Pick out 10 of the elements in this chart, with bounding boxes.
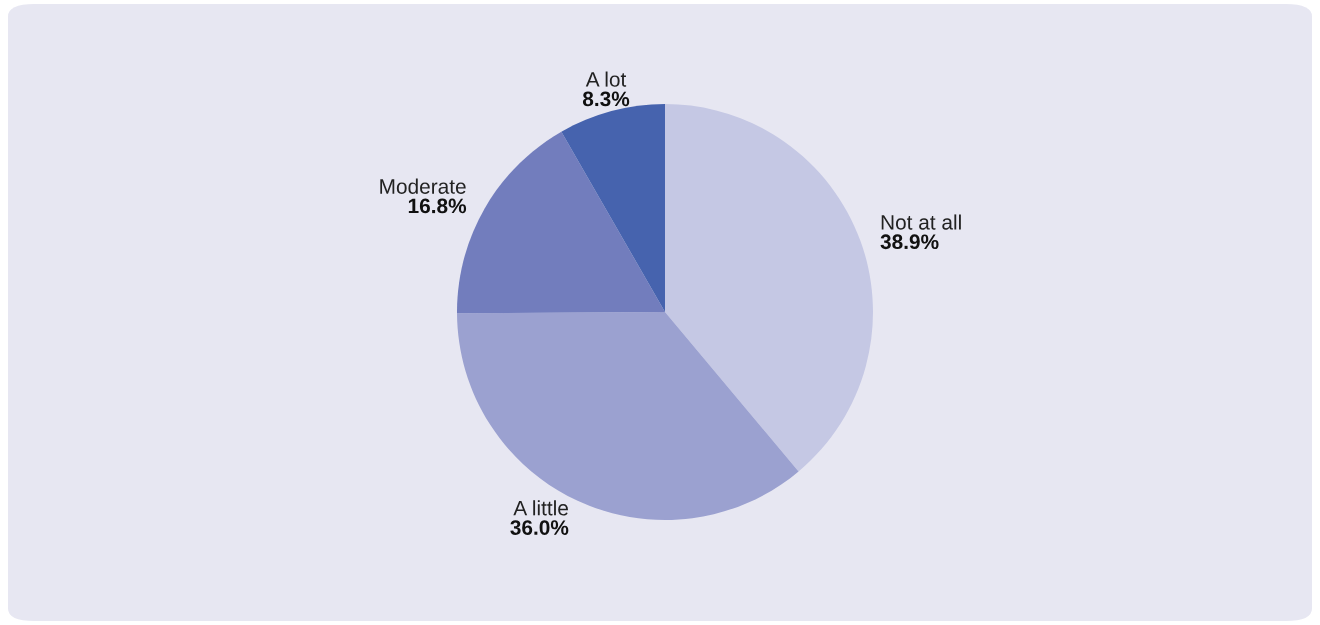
slice-label: Moderate: [380, 178, 466, 194]
slice-label: A lot: [585, 71, 627, 87]
data-label: 38.9%: [880, 234, 939, 250]
slice-label: Not at all: [881, 214, 961, 230]
data-label: 36.0%: [510, 520, 569, 535]
slice-label: A little: [513, 500, 568, 516]
pie-slice: [665, 104, 873, 472]
data-label: 8.3%: [582, 91, 630, 107]
data-label: 16.8%: [408, 198, 467, 214]
pie-slice: [457, 312, 799, 520]
